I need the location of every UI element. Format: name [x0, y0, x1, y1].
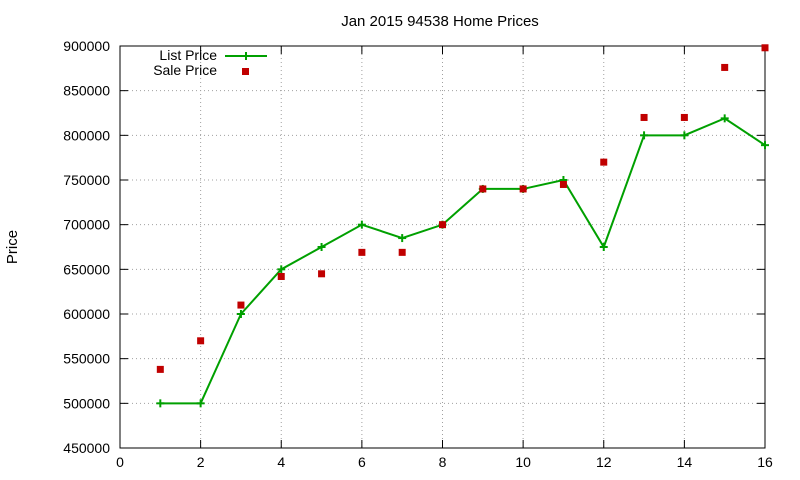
point-list-price	[640, 131, 649, 140]
point-sale-price	[398, 248, 406, 256]
y-axis-label: Price	[4, 230, 21, 264]
plot-frame	[119, 45, 766, 449]
x-tick-label: 16	[757, 454, 773, 470]
point-list-price	[680, 131, 689, 140]
y-tick-label: 900000	[63, 38, 110, 54]
point-list-price	[398, 234, 407, 243]
point-sale-price	[277, 272, 285, 280]
x-tick-label: 12	[596, 454, 612, 470]
y-tick-label: 850000	[63, 83, 110, 99]
point-list-price	[720, 114, 729, 123]
point-list-price	[317, 243, 326, 251]
legend-label-sale-price: Sale Price	[153, 62, 217, 78]
y-tick-label: 500000	[63, 395, 110, 411]
y-tick-label: 600000	[63, 306, 110, 322]
point-sale-price	[761, 44, 769, 52]
point-sale-price	[318, 270, 326, 278]
x-tick-label: 14	[677, 454, 693, 470]
legend-marker-sale-price	[242, 68, 249, 75]
point-sale-price	[519, 185, 527, 193]
x-tick-label: 4	[277, 454, 285, 470]
axis-ticks: 450000 500000 550000 600000 650000 700000 7500…	[63, 38, 773, 470]
x-tick-label: 8	[439, 454, 447, 470]
point-list-price	[236, 310, 245, 318]
point-list-price	[196, 399, 205, 408]
y-tick-label: 750000	[63, 172, 110, 188]
point-list-price	[357, 220, 366, 229]
series-layer	[156, 44, 769, 408]
point-sale-price	[156, 365, 164, 373]
point-sale-price	[237, 301, 245, 309]
y-tick-label: 800000	[63, 127, 110, 143]
legend-marker-list-price	[242, 52, 250, 60]
point-sale-price	[680, 113, 688, 121]
y-tick-label: 650000	[63, 261, 110, 277]
x-tick-label: 0	[116, 454, 124, 470]
point-sale-price	[358, 248, 366, 256]
point-list-price	[599, 243, 608, 251]
x-tick-label: 6	[358, 454, 366, 470]
point-sale-price	[640, 113, 648, 121]
point-sale-price	[479, 185, 487, 193]
point-list-price	[761, 141, 769, 150]
x-tick-label: 2	[197, 454, 205, 470]
legend-label-list-price: List Price	[159, 47, 217, 63]
point-list-price	[156, 399, 165, 408]
y-tick-label: 550000	[63, 351, 110, 367]
point-sale-price	[439, 221, 446, 229]
chart-title: Jan 2015 94538 Home Prices	[341, 13, 539, 30]
grid	[120, 46, 765, 448]
point-list-price	[277, 265, 286, 274]
point-sale-price	[721, 63, 729, 71]
y-tick-label: 450000	[63, 440, 110, 456]
y-tick-label: 700000	[63, 217, 110, 233]
legend: List Price Sale Price	[153, 47, 267, 78]
point-sale-price	[197, 337, 205, 345]
x-tick-label: 10	[515, 454, 531, 470]
point-sale-price	[600, 158, 608, 166]
series-line-list-price	[160, 117, 766, 405]
point-sale-price	[559, 180, 567, 188]
